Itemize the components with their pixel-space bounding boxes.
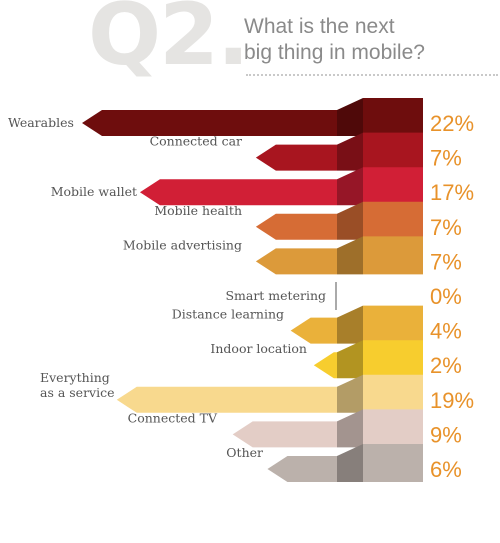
bar-step-indoor-location <box>337 340 363 379</box>
category-label-mobile-advertising: Mobile advertising <box>123 237 242 252</box>
bar-row-distance-learning: Distance learning 4% <box>172 305 462 344</box>
bar-arrow-connected-car <box>255 144 337 171</box>
question-line-1: What is the next <box>244 15 395 38</box>
bar-step-mobile-wallet <box>337 167 363 206</box>
bar-arrow-distance-learning <box>290 317 337 344</box>
bar-arrow-mobile-wallet <box>139 179 337 206</box>
value-label-distance-learning: 4% <box>430 319 462 344</box>
bar-mobile-health <box>363 201 423 240</box>
bar-arrow-indoor-location <box>313 352 337 379</box>
bar-arrow-mobile-advertising <box>255 248 337 275</box>
bar-row-connected-car: Connected car 7% <box>150 132 462 171</box>
value-label-everything-as-a-service: 19% <box>430 388 474 413</box>
bar-arrow-mobile-health <box>255 213 337 240</box>
value-label-smart-metering: 0% <box>430 284 462 309</box>
bar-step-wearables <box>337 98 363 136</box>
value-label-mobile-health: 7% <box>430 215 462 240</box>
bar-arrow-other <box>267 456 337 482</box>
bar-arrow-everything-as-a-service <box>116 386 337 413</box>
bar-distance-learning <box>363 305 423 344</box>
value-label-connected-car: 7% <box>430 146 462 171</box>
bar-arrow-wearables <box>82 110 337 136</box>
bar-connected-tv <box>363 409 423 448</box>
bar-row-other: Other 6% <box>226 444 462 482</box>
bar-row-mobile-health: Mobile health 7% <box>154 201 462 240</box>
bar-step-distance-learning <box>337 305 363 344</box>
category-label-smart-metering: Smart metering <box>225 288 326 303</box>
bar-indoor-location <box>363 340 423 379</box>
category-label-everything-as-a-service: Everything <box>40 370 110 385</box>
category-label-mobile-health: Mobile health <box>154 203 242 218</box>
bar-row-wearables: Wearables 22% <box>8 98 474 136</box>
category-label-distance-learning: Distance learning <box>172 307 284 322</box>
value-label-wearables: 22% <box>430 111 474 136</box>
category-label-connected-car: Connected car <box>150 134 242 149</box>
category-label-mobile-wallet: Mobile wallet <box>51 184 137 199</box>
dotted-divider <box>246 74 498 76</box>
bar-row-mobile-advertising: Mobile advertising 7% <box>123 236 462 275</box>
bar-step-connected-car <box>337 132 363 171</box>
category-label-everything-as-a-service: as a service <box>40 385 115 400</box>
question-line-2: big thing in mobile? <box>244 41 425 64</box>
bar-step-everything-as-a-service <box>337 374 363 413</box>
bar-row-mobile-wallet: Mobile wallet 17% <box>51 167 474 206</box>
bar-mobile-advertising <box>363 236 423 275</box>
bar-connected-car <box>363 132 423 171</box>
bar-step-connected-tv <box>337 409 363 448</box>
bar-wearables <box>363 98 423 136</box>
bar-step-other <box>337 444 363 482</box>
category-label-other: Other <box>226 445 263 460</box>
value-label-mobile-advertising: 7% <box>430 249 462 274</box>
value-label-indoor-location: 2% <box>430 353 462 378</box>
bar-row-smart-metering: Smart metering 0% <box>225 282 462 310</box>
category-label-wearables: Wearables <box>8 115 74 130</box>
bar-mobile-wallet <box>363 167 423 206</box>
bar-step-mobile-health <box>337 201 363 240</box>
bar-other <box>363 444 423 482</box>
category-label-indoor-location: Indoor location <box>210 341 307 356</box>
question-text: What is the next big thing in mobile? <box>244 14 425 66</box>
bar-step-mobile-advertising <box>337 236 363 275</box>
bar-everything-as-a-service <box>363 374 423 413</box>
value-label-other: 6% <box>430 457 462 482</box>
category-label-connected-tv: Connected TV <box>128 410 218 425</box>
bar-row-connected-tv: Connected TV 9% <box>128 409 462 448</box>
value-label-connected-tv: 9% <box>430 422 462 447</box>
bar-arrow-connected-tv <box>232 421 337 448</box>
question-number: Q2. <box>88 0 250 85</box>
bar-row-indoor-location: Indoor location 2% <box>210 340 462 379</box>
value-label-mobile-wallet: 17% <box>430 180 474 205</box>
